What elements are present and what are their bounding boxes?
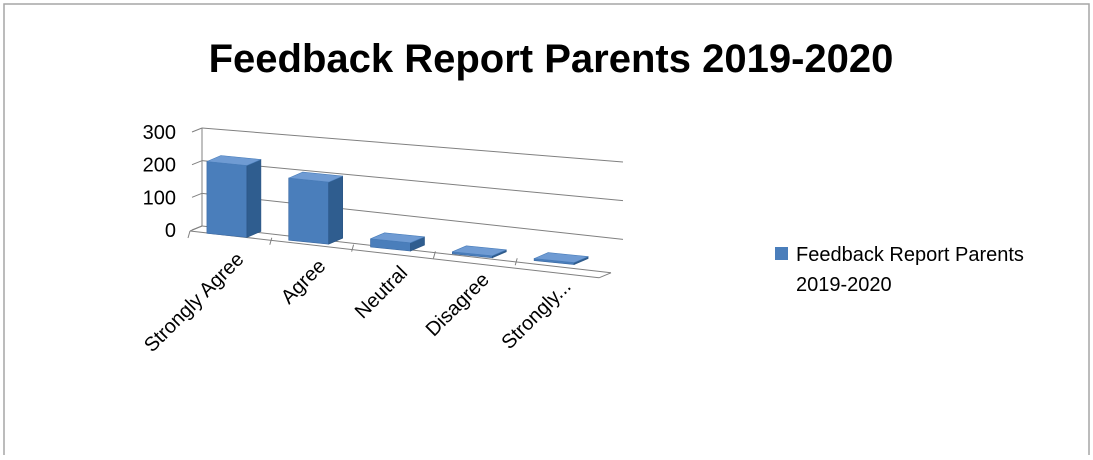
- bar-side-face: [328, 175, 344, 245]
- gridline: [201, 160, 624, 202]
- y-tick-mark: [191, 192, 203, 198]
- chart-frame: [3, 3, 1090, 460]
- floor-left-edge: [189, 225, 203, 232]
- chart-title: Feedback Report Parents 2019-2020: [209, 37, 894, 81]
- x-tick-mark: [269, 237, 273, 245]
- gridlines: [201, 127, 624, 240]
- gridline: [201, 192, 624, 240]
- y-tick-label: 0: [165, 220, 176, 242]
- legend-label-line-1: Feedback Report Parents: [796, 244, 1024, 266]
- y-tick-mark: [191, 160, 203, 166]
- y-tick-mark: [191, 127, 203, 133]
- bar-top-face: [452, 245, 507, 257]
- bar-top-face: [206, 155, 262, 166]
- x-axis-line: [189, 230, 600, 279]
- bars: [206, 155, 589, 266]
- bar-front-face: [206, 161, 248, 238]
- x-tick-mark: [351, 244, 355, 252]
- bar-top-face: [370, 232, 425, 244]
- x-tick-mark: [514, 258, 518, 266]
- legend-label-line-2: 2019-2020: [796, 274, 892, 296]
- bar-side-face: [246, 159, 262, 238]
- bar-top-face: [288, 171, 343, 183]
- y-axis-tick-labels: 0 100 200 300: [143, 122, 176, 242]
- bar-front-face: [288, 177, 330, 245]
- y-tick-label: 300: [143, 122, 176, 144]
- x-tick-mark: [432, 251, 436, 259]
- y-tick-label: 200: [143, 155, 176, 177]
- y-tick-label: 100: [143, 187, 176, 209]
- legend-swatch: [775, 247, 788, 260]
- legend: Feedback Report Parents 2019-2020: [775, 244, 1024, 296]
- gridline: [201, 127, 624, 163]
- floor-right-edge: [598, 272, 612, 279]
- x-tick-mark: [187, 230, 191, 239]
- bar-top-face: [533, 252, 589, 263]
